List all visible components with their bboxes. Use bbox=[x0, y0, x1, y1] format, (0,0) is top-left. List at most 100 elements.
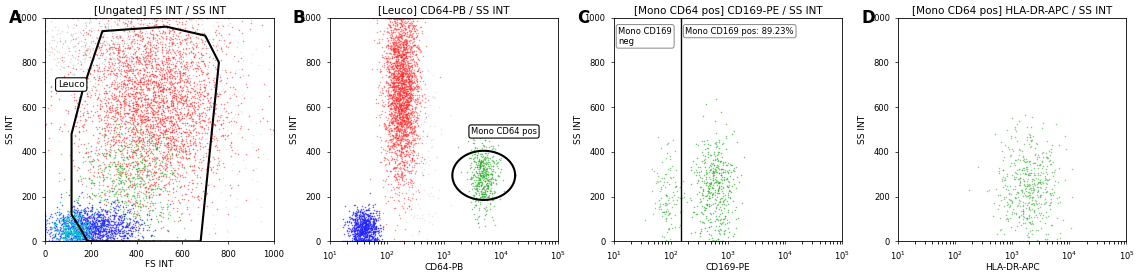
Point bbox=[400, 82, 418, 87]
Point bbox=[57, 229, 75, 234]
Point bbox=[396, 95, 414, 100]
Point bbox=[401, 16, 420, 20]
Point bbox=[189, 130, 207, 135]
Point bbox=[178, 85, 196, 90]
Point bbox=[394, 64, 413, 69]
Point bbox=[400, 28, 418, 32]
Point bbox=[355, 238, 373, 242]
Point bbox=[399, 150, 417, 154]
Point bbox=[65, 229, 83, 233]
Point bbox=[392, 82, 410, 86]
Point bbox=[138, 35, 156, 39]
Point bbox=[56, 230, 74, 235]
Point bbox=[396, 93, 414, 98]
Point bbox=[92, 169, 111, 174]
Point bbox=[147, 156, 165, 161]
Point bbox=[80, 235, 98, 239]
Point bbox=[115, 99, 133, 104]
Point bbox=[345, 235, 364, 240]
Point bbox=[82, 236, 100, 241]
Point bbox=[132, 153, 150, 158]
Point bbox=[62, 33, 80, 38]
Point bbox=[393, 123, 412, 127]
Point bbox=[87, 231, 105, 235]
Point bbox=[389, 127, 407, 132]
Point bbox=[410, 74, 429, 78]
Point bbox=[139, 167, 157, 172]
Point bbox=[1025, 208, 1043, 213]
Point bbox=[659, 213, 677, 217]
Point bbox=[160, 136, 178, 140]
Point bbox=[152, 58, 170, 63]
Point bbox=[996, 213, 1015, 217]
Point bbox=[122, 225, 140, 230]
Point bbox=[355, 225, 373, 229]
Point bbox=[57, 226, 75, 230]
Point bbox=[152, 179, 170, 183]
Point bbox=[714, 217, 732, 221]
Point bbox=[390, 212, 408, 217]
Point bbox=[149, 175, 168, 179]
Point bbox=[394, 42, 413, 46]
Point bbox=[716, 136, 734, 140]
Point bbox=[182, 57, 201, 62]
Point bbox=[707, 167, 725, 172]
Point bbox=[237, 85, 255, 90]
Point bbox=[173, 46, 192, 50]
Point bbox=[486, 147, 504, 151]
Point bbox=[75, 239, 93, 244]
Point bbox=[148, 115, 166, 120]
Point bbox=[76, 117, 95, 121]
Point bbox=[100, 221, 119, 226]
Point bbox=[59, 229, 78, 233]
Point bbox=[142, 64, 161, 69]
Point bbox=[401, 83, 420, 88]
Point bbox=[392, 131, 410, 135]
Point bbox=[380, 119, 398, 124]
Point bbox=[86, 16, 104, 20]
Point bbox=[384, 85, 402, 90]
Point bbox=[71, 228, 89, 232]
Point bbox=[140, 195, 158, 199]
Point bbox=[120, 29, 138, 33]
Point bbox=[402, 16, 421, 20]
Point bbox=[43, 234, 62, 239]
Point bbox=[386, 126, 405, 130]
Point bbox=[340, 233, 358, 238]
Point bbox=[111, 213, 129, 218]
Point bbox=[390, 53, 408, 57]
Point bbox=[383, 150, 401, 154]
Point bbox=[87, 17, 105, 21]
Point bbox=[96, 129, 114, 134]
Point bbox=[105, 178, 123, 183]
Point bbox=[396, 62, 414, 66]
Point bbox=[473, 158, 491, 163]
Point bbox=[64, 230, 82, 235]
Point bbox=[160, 54, 178, 58]
Point bbox=[472, 160, 490, 165]
Point bbox=[393, 23, 412, 28]
Point bbox=[392, 35, 410, 39]
Point bbox=[382, 46, 400, 51]
Point bbox=[172, 133, 190, 138]
Point bbox=[198, 125, 217, 129]
Point bbox=[388, 77, 406, 81]
Point bbox=[177, 127, 195, 132]
Point bbox=[92, 225, 111, 229]
Point bbox=[392, 146, 410, 150]
Point bbox=[128, 172, 146, 177]
Point bbox=[388, 105, 406, 110]
Point bbox=[391, 136, 409, 140]
Point bbox=[408, 116, 426, 121]
Point bbox=[149, 144, 168, 149]
Point bbox=[115, 158, 133, 162]
Point bbox=[128, 167, 146, 172]
Point bbox=[185, 51, 203, 56]
Point bbox=[407, 132, 425, 137]
Point bbox=[79, 236, 97, 241]
Point bbox=[382, 114, 400, 118]
Point bbox=[170, 107, 188, 111]
Point bbox=[136, 61, 154, 66]
Point bbox=[719, 202, 738, 207]
Point bbox=[401, 45, 420, 49]
